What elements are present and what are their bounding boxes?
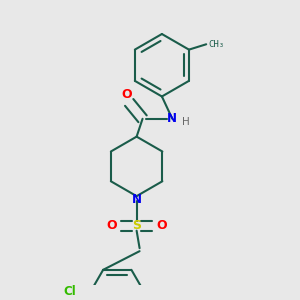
Text: Cl: Cl xyxy=(63,285,76,298)
Text: H: H xyxy=(182,117,190,127)
Text: O: O xyxy=(106,219,117,232)
Text: N: N xyxy=(167,112,177,125)
Text: CH₃: CH₃ xyxy=(208,40,225,49)
Text: N: N xyxy=(132,193,142,206)
Text: O: O xyxy=(156,219,166,232)
Text: O: O xyxy=(122,88,132,101)
Text: S: S xyxy=(132,219,141,232)
